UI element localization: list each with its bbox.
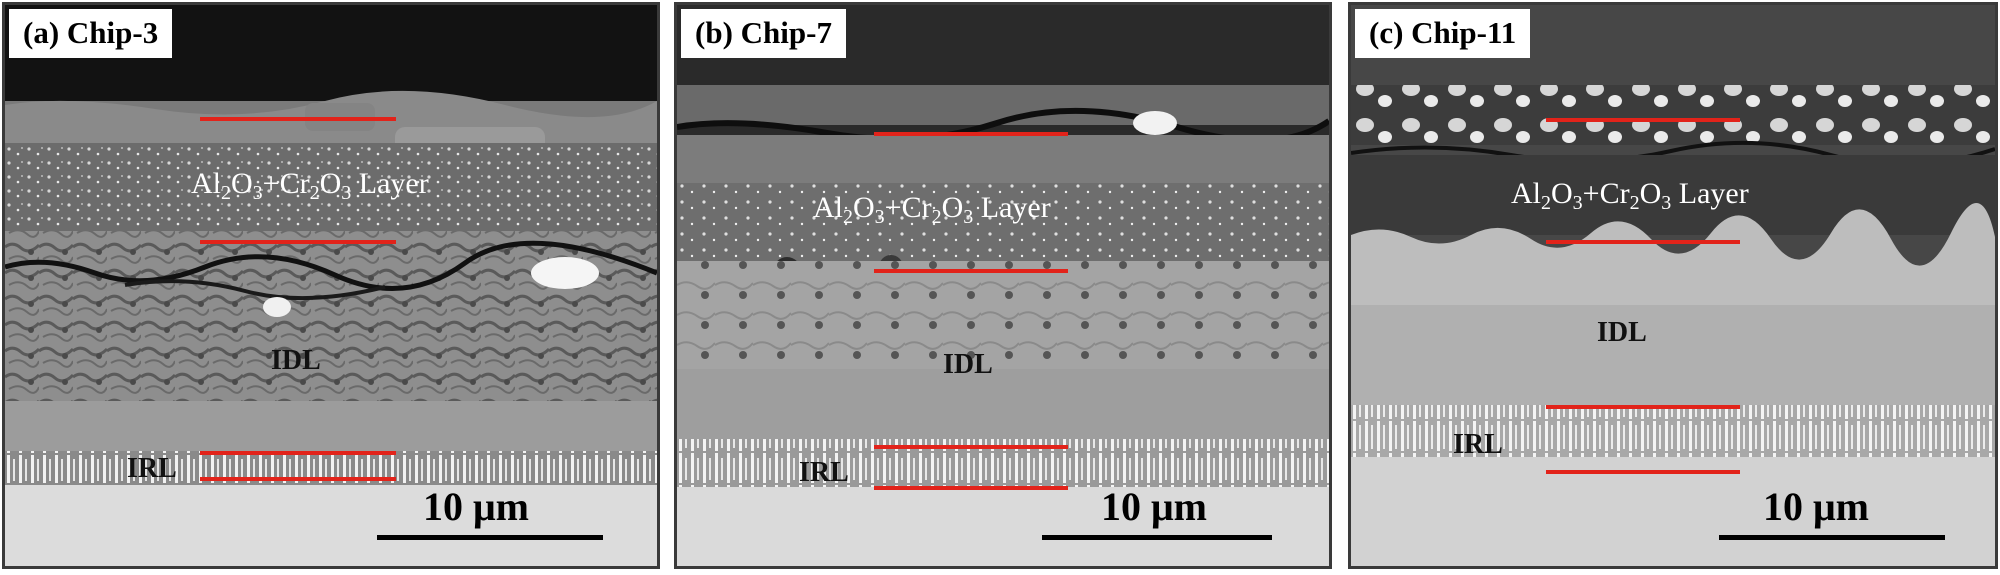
micrograph-panel-c: (c) Chip-11 Al2O3+Cr2O3 Layer IDL IRL 10…: [1348, 2, 1998, 569]
scale-bar: [1719, 535, 1945, 540]
interface-line-irl-top: [874, 445, 1068, 449]
panel-label: (c) Chip-11: [1355, 9, 1531, 58]
scale-bar-label: 10 μm: [1101, 484, 1207, 529]
idl-label: IDL: [1597, 317, 1647, 348]
scale-bar-label: 10 μm: [423, 484, 529, 529]
sem-micrograph-chip-11: [1351, 5, 1995, 566]
oxide-layer-label: Al2O3+Cr2O3 Layer: [191, 167, 429, 204]
interface-line-irl-bottom: [874, 486, 1068, 490]
irl-label: IRL: [1453, 429, 1503, 460]
interface-line-irl-bottom: [1546, 470, 1740, 474]
irl-label: IRL: [127, 453, 177, 484]
interface-line-oxide-bottom: [200, 240, 396, 244]
idl-label: IDL: [271, 345, 321, 376]
interface-line-irl-bottom: [200, 477, 396, 481]
panel-label: (b) Chip-7: [681, 9, 846, 58]
oxide-layer-label: Al2O3+Cr2O3 Layer: [1511, 177, 1749, 214]
interface-line-irl-top: [1546, 405, 1740, 409]
interface-line-irl-top: [200, 451, 396, 455]
interface-line-top: [200, 117, 396, 121]
micrograph-panel-a: (a) Chip-3 Al2O3+Cr2O3 Layer IDL IRL 10 …: [2, 2, 660, 569]
interface-line-oxide-bottom: [874, 269, 1068, 273]
sem-micrograph-chip-3: [5, 5, 657, 566]
micrograph-panel-b: (b) Chip-7 Al2O3+Cr2O3 Layer IDL IRL 10 …: [674, 2, 1332, 569]
interface-line-oxide-bottom: [1546, 240, 1740, 244]
irl-label: IRL: [799, 457, 849, 488]
oxide-layer-label: Al2O3+Cr2O3 Layer: [813, 191, 1051, 228]
scale-bar: [1042, 535, 1272, 540]
interface-line-top: [1546, 118, 1740, 122]
idl-label: IDL: [943, 349, 993, 380]
panel-label: (a) Chip-3: [9, 9, 173, 58]
scale-bar-label: 10 μm: [1763, 484, 1869, 529]
sem-micrograph-chip-7: [677, 5, 1329, 566]
scale-bar: [377, 535, 603, 540]
interface-line-top: [874, 132, 1068, 136]
